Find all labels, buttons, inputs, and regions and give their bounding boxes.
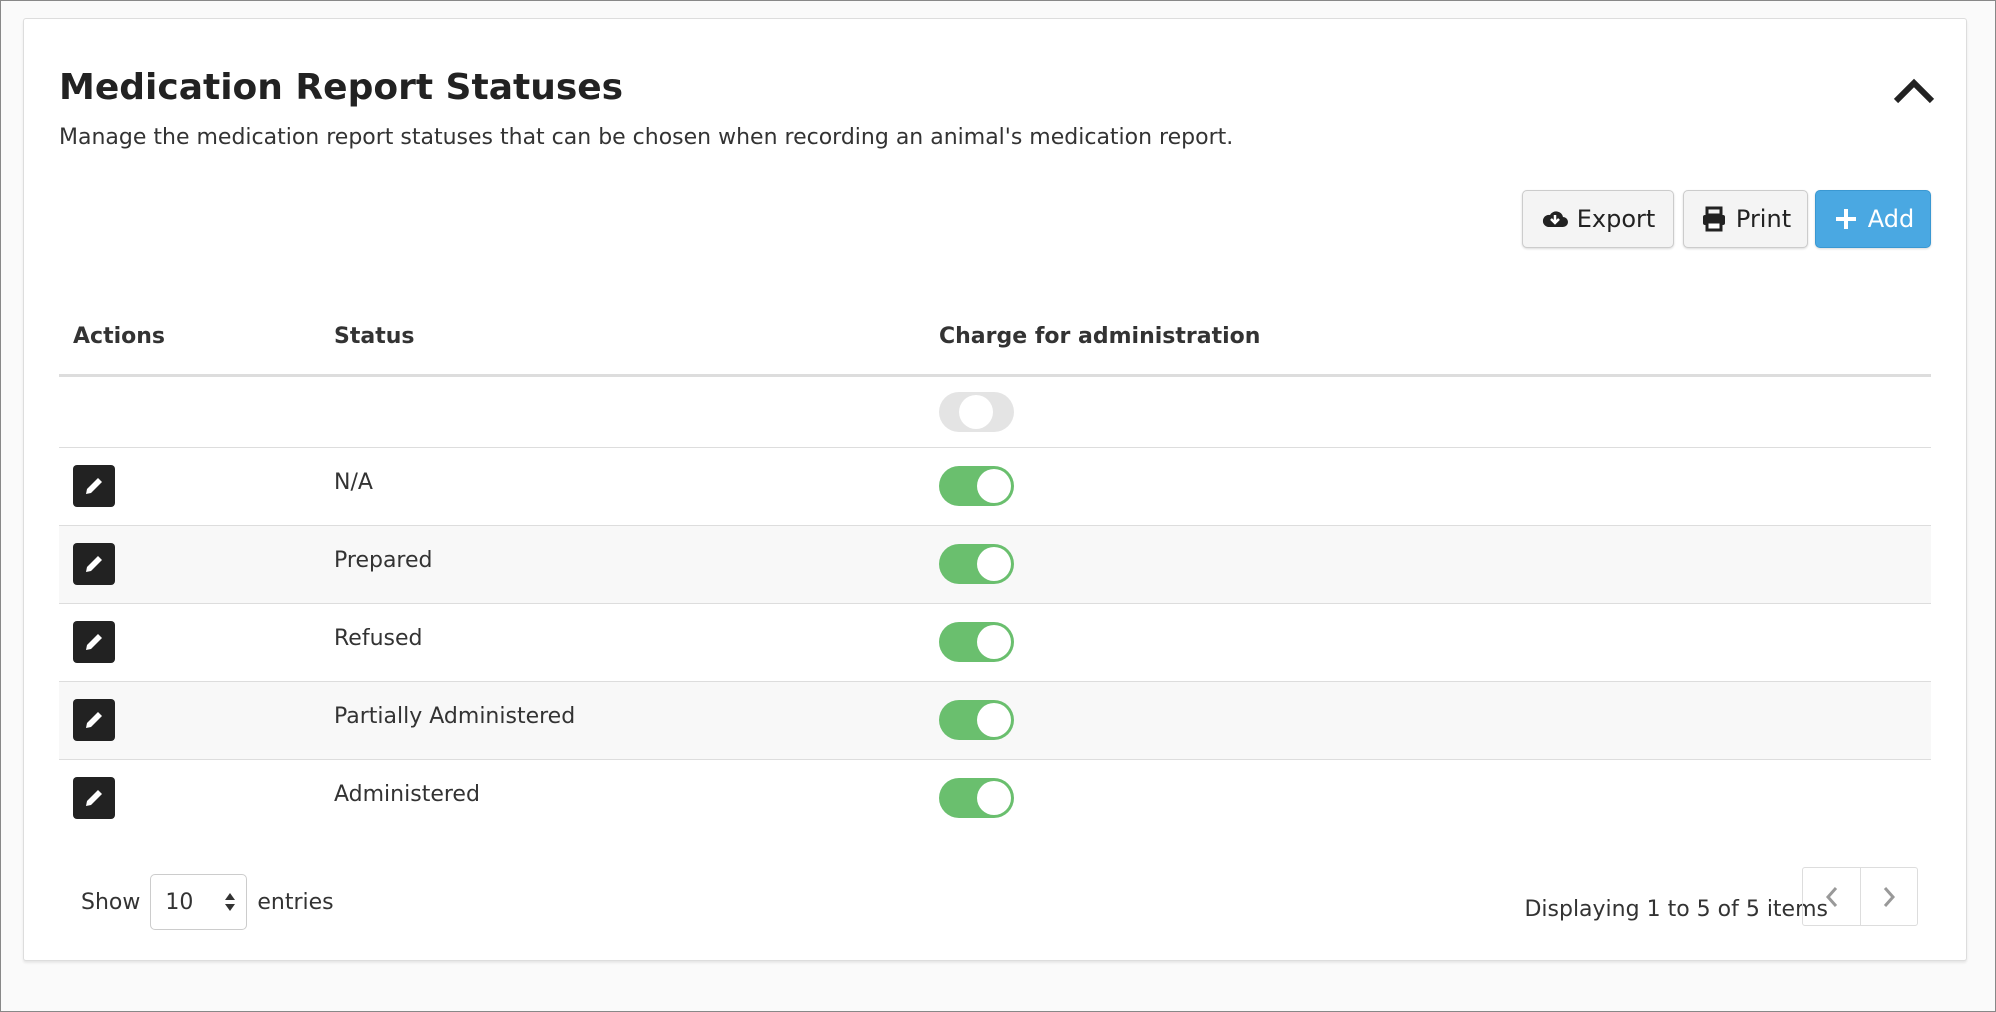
sort-arrows-icon xyxy=(225,893,236,911)
status-name: N/A xyxy=(334,469,373,495)
page-description: Manage the medication report statuses th… xyxy=(59,125,1234,150)
pencil-icon xyxy=(86,712,102,728)
column-header-charge: Charge for administration xyxy=(925,299,1931,377)
pagination xyxy=(1802,867,1918,926)
status-name: Prepared xyxy=(334,547,433,573)
charge-toggle[interactable] xyxy=(939,700,1014,740)
print-button[interactable]: Print xyxy=(1683,190,1808,248)
next-page-button[interactable] xyxy=(1860,868,1917,925)
edit-button[interactable] xyxy=(73,777,115,820)
statuses-table: Actions Status Charge for administration… xyxy=(59,299,1931,837)
table-row: Prepared xyxy=(59,524,1931,603)
edit-button[interactable] xyxy=(73,543,115,585)
charge-toggle[interactable] xyxy=(939,778,1014,819)
entries-label: entries xyxy=(257,889,334,915)
add-label: Add xyxy=(1867,205,1915,233)
printer-icon xyxy=(1702,206,1725,232)
print-label: Print xyxy=(1735,205,1792,233)
pencil-icon xyxy=(86,556,102,572)
pencil-icon xyxy=(86,478,102,494)
cloud-download-icon xyxy=(1542,211,1568,227)
show-label: Show xyxy=(81,889,141,915)
status-name: Refused xyxy=(334,625,423,651)
charge-toggle[interactable] xyxy=(939,466,1014,506)
table-row: Partially Administered xyxy=(59,680,1931,759)
edit-button[interactable] xyxy=(73,621,115,663)
pagination-summary: Displaying 1 to 5 of 5 items xyxy=(1524,897,1828,922)
chevron-left-icon xyxy=(1825,886,1837,907)
page-title: Medication Report Statuses xyxy=(59,67,624,108)
pencil-icon xyxy=(86,790,102,807)
charge-toggle[interactable] xyxy=(939,622,1014,662)
edit-button[interactable] xyxy=(73,465,115,507)
edit-button[interactable] xyxy=(73,699,115,741)
charge-filter-toggle[interactable] xyxy=(939,391,1014,432)
status-name: Partially Administered xyxy=(334,703,576,729)
column-header-actions: Actions xyxy=(59,299,320,377)
add-button[interactable]: Add xyxy=(1815,190,1931,248)
export-label: Export xyxy=(1576,205,1656,233)
chevron-right-icon xyxy=(1883,886,1896,907)
status-name: Administered xyxy=(334,781,480,807)
table-row: Refused xyxy=(59,602,1931,681)
export-button[interactable]: Export xyxy=(1522,190,1674,248)
charge-toggle[interactable] xyxy=(939,544,1014,584)
previous-page-button[interactable] xyxy=(1803,868,1860,925)
plus-icon xyxy=(1835,209,1856,229)
page-size-control: Show 10 entries xyxy=(81,874,334,930)
page-size-value: 10 xyxy=(165,889,194,915)
column-header-status: Status xyxy=(320,299,925,377)
page-size-select[interactable]: 10 xyxy=(150,874,248,930)
filter-row xyxy=(59,375,1931,447)
table-row: Administered xyxy=(59,758,1931,837)
pencil-icon xyxy=(86,634,102,650)
medication-report-statuses-panel: Medication Report Statuses Manage the me… xyxy=(23,18,1967,961)
collapse-chevron-up-icon[interactable] xyxy=(1892,75,1936,105)
table-row: N/A xyxy=(59,446,1931,525)
